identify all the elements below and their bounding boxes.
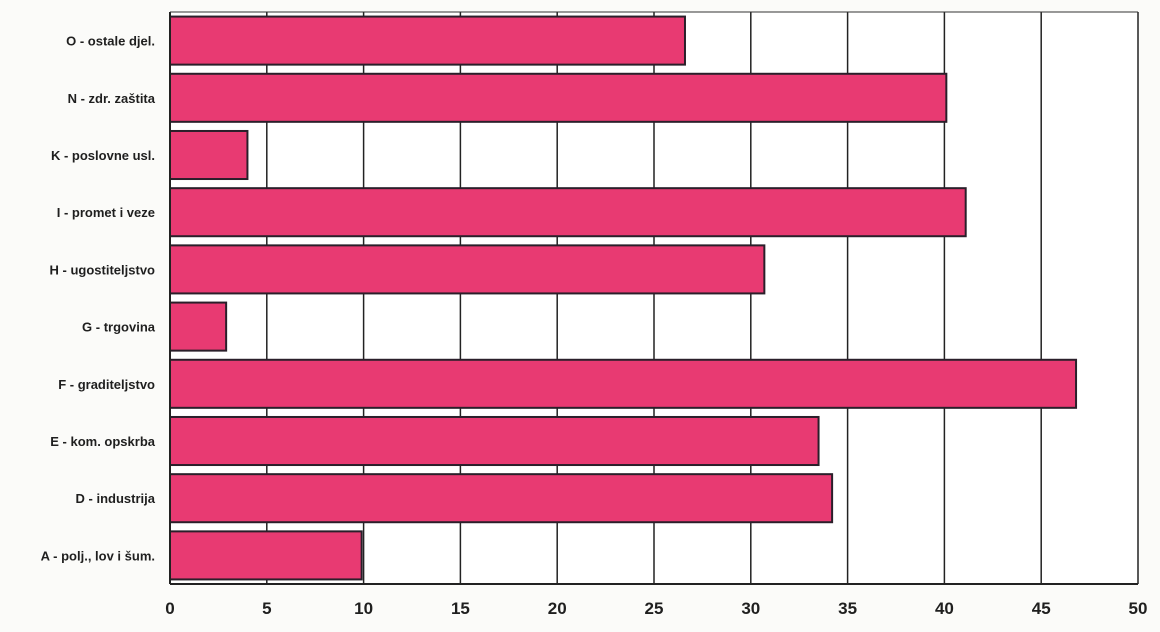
x-tick-label: 20: [548, 599, 567, 618]
bars: [169, 15, 1078, 581]
axes: [169, 11, 1138, 585]
x-tick-label: 10: [354, 599, 373, 618]
x-tick-labels: 0 5 10 15 20 25 30 35 40 45 50: [165, 599, 1147, 618]
x-tick-label: 30: [741, 599, 760, 618]
category-label: I - promet i veze: [57, 205, 155, 220]
bar: [169, 129, 249, 181]
bar: [169, 244, 766, 295]
category-label: F - graditeljstvo: [58, 377, 155, 392]
bar: [169, 415, 820, 467]
x-tick-label: 50: [1129, 599, 1148, 618]
x-tick-label: 45: [1032, 599, 1051, 618]
bar: [169, 187, 967, 238]
category-label: D - industrija: [76, 491, 156, 506]
category-label: K - poslovne usl.: [51, 148, 155, 163]
category-labels: O - ostale djel. N - zdr. zaštita K - posl…: [41, 34, 156, 564]
category-label: A - polj., lov i šum.: [41, 548, 155, 563]
x-tick-label: 40: [935, 599, 954, 618]
x-tick-label: 0: [165, 599, 174, 618]
category-label: E - kom. opskrba: [50, 434, 156, 449]
bar: [169, 15, 686, 66]
category-label: G - trgovina: [82, 320, 156, 335]
category-label: H - ugostiteljstvo: [50, 262, 156, 277]
category-label: N - zdr. zaštita: [68, 91, 156, 106]
x-tick-label: 35: [838, 599, 857, 618]
bar: [169, 72, 948, 123]
bar: [169, 473, 834, 524]
category-label: O - ostale djel.: [66, 34, 155, 49]
x-tick-label: 25: [645, 599, 664, 618]
x-tick-label: 15: [451, 599, 470, 618]
x-tick-label: 5: [262, 599, 271, 618]
bar: [169, 301, 228, 352]
bar: [169, 530, 363, 581]
bar: [169, 358, 1078, 409]
